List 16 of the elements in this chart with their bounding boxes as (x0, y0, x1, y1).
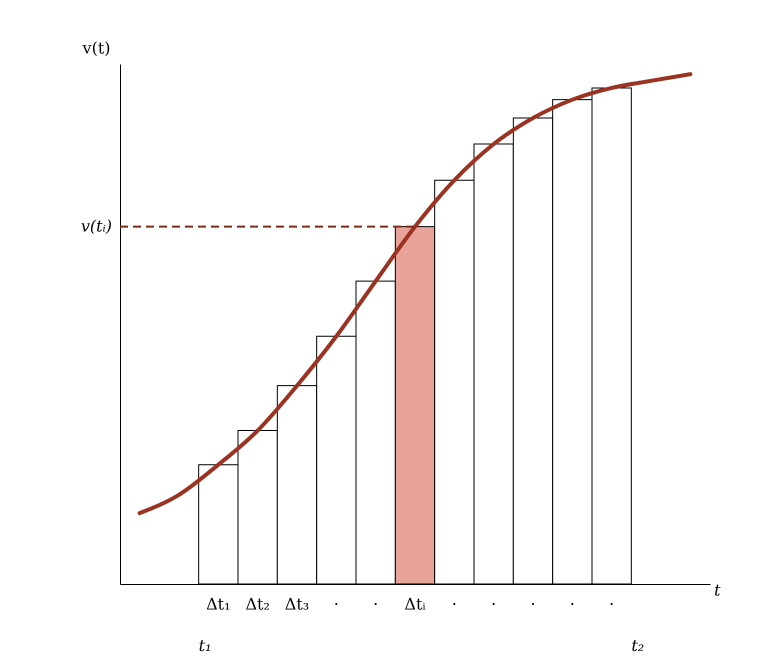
x-tick-label: Δt₂ (245, 594, 270, 614)
x-tick-label: Δt₁ (206, 594, 231, 614)
text: t₁ (198, 636, 212, 655)
text: t₂ (631, 636, 644, 655)
x-tick-label: · (373, 594, 378, 614)
x-tick-label: Δt₃ (284, 594, 310, 614)
y-axis-title: v(t) (82, 38, 110, 58)
x-tick-label: Δtᵢ (404, 594, 426, 614)
x-tick-label: · (452, 594, 457, 614)
x-tick-label: · (334, 594, 339, 614)
x-axis-title: t (714, 580, 722, 600)
x-tick-label: · (530, 594, 536, 614)
ref-line-label: v(tᵢ) (80, 216, 112, 236)
x-tick-label: · (491, 594, 496, 614)
x-tick-label: · (609, 594, 614, 614)
x-tick-label: · (570, 594, 575, 614)
